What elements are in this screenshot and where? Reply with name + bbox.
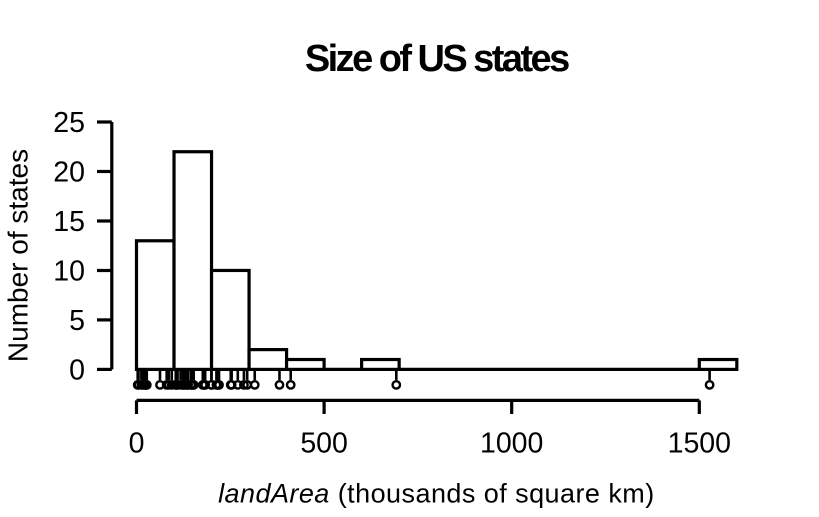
svg-text:Size of US states: Size of US states [305, 38, 569, 80]
svg-text:5: 5 [69, 305, 85, 337]
svg-text:20: 20 [53, 156, 85, 188]
svg-text:500: 500 [300, 427, 348, 459]
svg-text:15: 15 [53, 206, 85, 238]
svg-text:Number of states: Number of states [3, 149, 34, 362]
svg-text:0: 0 [69, 354, 85, 386]
svg-text:landArea (thousands of square: landArea (thousands of square km) [218, 478, 655, 508]
svg-text:1500: 1500 [668, 427, 731, 459]
svg-text:1000: 1000 [480, 427, 543, 459]
svg-text:25: 25 [53, 107, 85, 139]
svg-text:0: 0 [129, 427, 145, 459]
svg-text:10: 10 [53, 255, 85, 287]
